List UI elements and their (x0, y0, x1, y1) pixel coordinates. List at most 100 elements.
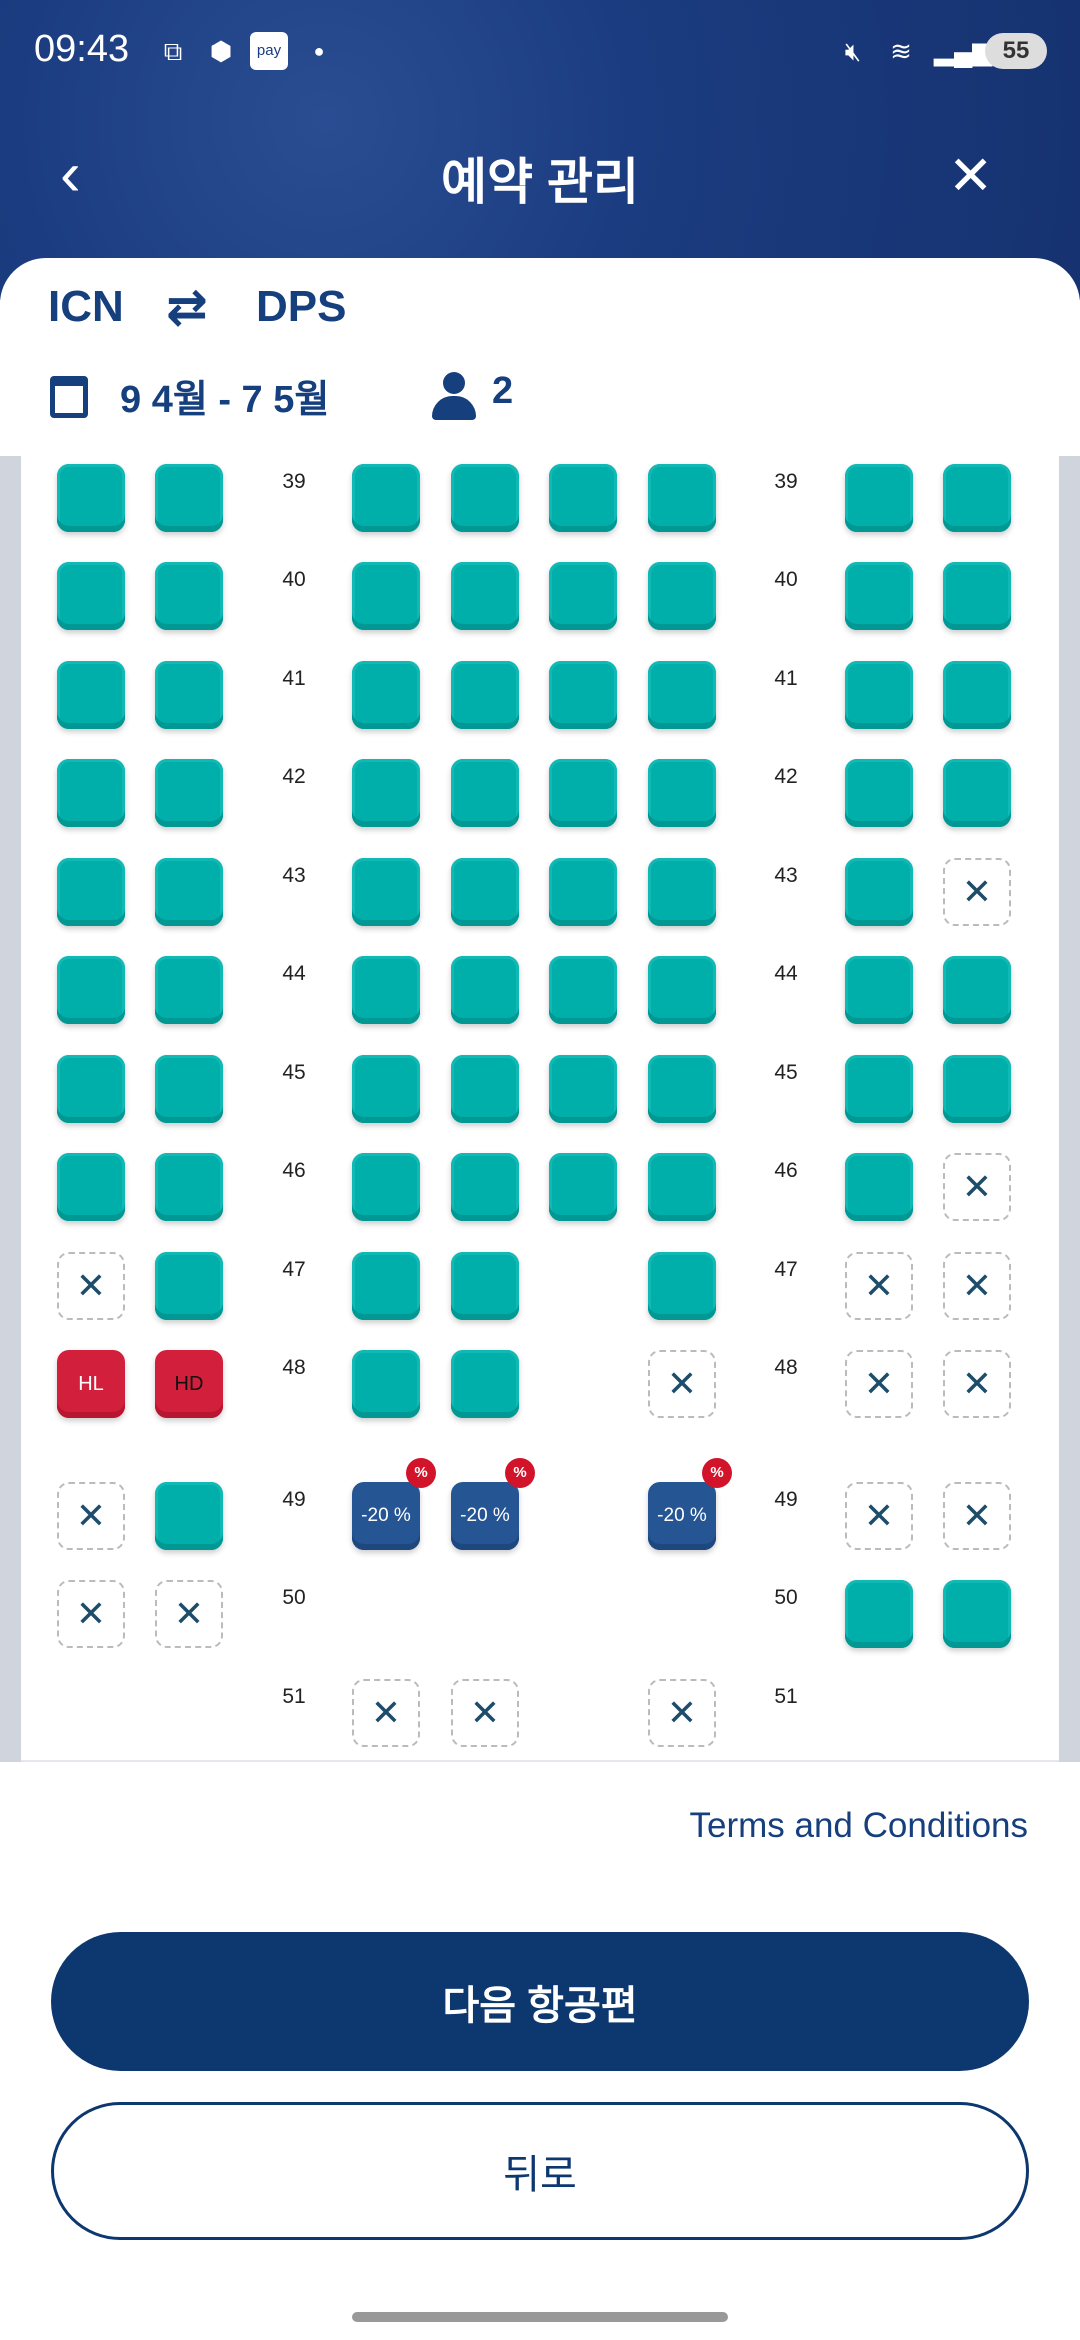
seat-available[interactable] (155, 464, 223, 532)
seat-available[interactable] (943, 464, 1011, 532)
row-label: 51 (282, 1685, 306, 1708)
seat-available[interactable] (648, 1252, 716, 1320)
seat-available[interactable] (648, 858, 716, 926)
seat-available[interactable] (943, 1580, 1011, 1648)
seat-available[interactable] (57, 1055, 125, 1123)
seat-available[interactable] (57, 661, 125, 729)
seat-available[interactable] (845, 562, 913, 630)
seat-available[interactable] (57, 562, 125, 630)
seat-available[interactable] (549, 858, 617, 926)
seat-available[interactable] (845, 661, 913, 729)
home-indicator[interactable] (352, 2312, 728, 2322)
seat-occupied: ✕ (943, 1252, 1011, 1320)
row-label: 40 (774, 568, 798, 591)
chevron-left-icon[interactable]: ‹ (60, 140, 81, 209)
row-label: 39 (774, 470, 798, 493)
seat-available[interactable] (155, 1252, 223, 1320)
seat-map-scroll[interactable]: 39 39 40 40 41 41 42 42 43 43 ✕ 44 44 45 45 46 46 ✕ 47 47 ✕ ✕… (0, 456, 1080, 1762)
seat-map: 39 39 40 40 41 41 42 42 43 43 ✕ 44 44 45 45 46 46 ✕ 47 47 ✕ ✕… (21, 456, 1059, 1762)
seat-available[interactable] (352, 464, 420, 532)
seat-available[interactable] (451, 562, 519, 630)
seat-available[interactable] (648, 956, 716, 1024)
seat-available[interactable] (352, 1153, 420, 1221)
seat-available[interactable] (155, 562, 223, 630)
trip-summary-card (0, 258, 1080, 458)
seat-available[interactable] (845, 858, 913, 926)
seat-available[interactable] (352, 1350, 420, 1418)
seat-available[interactable] (845, 464, 913, 532)
seat-available[interactable] (57, 956, 125, 1024)
seat-discount[interactable]: -20 %% (352, 1458, 436, 1550)
seat-available[interactable] (57, 759, 125, 827)
seat-available[interactable] (352, 661, 420, 729)
seat-available[interactable] (352, 1055, 420, 1123)
seat-available[interactable] (549, 562, 617, 630)
seat-available[interactable] (57, 1153, 125, 1221)
passenger-count: 2 (492, 370, 514, 412)
travel-dates: 9 4월 - 7 5월 (120, 379, 330, 421)
seat-available[interactable] (57, 464, 125, 532)
seat-available[interactable] (648, 759, 716, 827)
seat-available[interactable] (451, 661, 519, 729)
seat-available[interactable] (451, 1350, 519, 1418)
seat-available[interactable] (352, 1252, 420, 1320)
terms-link[interactable]: Terms and Conditions (689, 1806, 1029, 1845)
seat-available[interactable] (451, 759, 519, 827)
row-label: 48 (774, 1356, 798, 1379)
seat-discount[interactable]: -20 %% (451, 1458, 535, 1550)
destination-code: DPS (256, 282, 347, 331)
seat-available[interactable] (155, 1482, 223, 1550)
row-label: 42 (774, 765, 798, 788)
seat-available[interactable] (549, 1055, 617, 1123)
seat-available[interactable] (648, 1055, 716, 1123)
seat-available[interactable] (155, 661, 223, 729)
seat-available[interactable] (943, 1055, 1011, 1123)
seat-available[interactable] (451, 1252, 519, 1320)
seat-available[interactable] (845, 1153, 913, 1221)
seat-available[interactable] (549, 759, 617, 827)
seat-available[interactable] (155, 858, 223, 926)
close-icon[interactable]: ✕ (948, 146, 994, 206)
seat-available[interactable] (352, 858, 420, 926)
seat-occupied: ✕ (845, 1252, 913, 1320)
seat-available[interactable] (451, 1153, 519, 1221)
seat-available[interactable] (451, 956, 519, 1024)
seat-available[interactable] (549, 1153, 617, 1221)
seat-available[interactable] (155, 759, 223, 827)
seat-available[interactable] (352, 562, 420, 630)
seat-discount[interactable]: -20 %% (648, 1458, 732, 1550)
seat-hl[interactable]: HL (57, 1350, 125, 1418)
seat-available[interactable] (155, 1055, 223, 1123)
seat-available[interactable] (943, 661, 1011, 729)
next-flight-button[interactable]: 다음 항공편 (51, 1932, 1029, 2071)
seat-occupied: ✕ (943, 1350, 1011, 1418)
seat-available[interactable] (648, 1153, 716, 1221)
seat-available[interactable] (845, 1055, 913, 1123)
page-title: 예약 관리 (441, 154, 639, 210)
seat-hd[interactable]: HD (155, 1350, 223, 1418)
seat-available[interactable] (549, 956, 617, 1024)
seat-available[interactable] (549, 661, 617, 729)
seat-available[interactable] (845, 956, 913, 1024)
seat-available[interactable] (648, 464, 716, 532)
seat-available[interactable] (155, 1153, 223, 1221)
seat-available[interactable] (943, 956, 1011, 1024)
seat-available[interactable] (57, 858, 125, 926)
seat-available[interactable] (648, 661, 716, 729)
row-label: 51 (774, 1685, 798, 1708)
seat-available[interactable] (451, 464, 519, 532)
back-button[interactable]: 뒤로 (51, 2102, 1029, 2240)
seat-available[interactable] (352, 759, 420, 827)
seat-available[interactable] (845, 759, 913, 827)
seat-occupied: ✕ (943, 1482, 1011, 1550)
seat-occupied: ✕ (57, 1580, 125, 1648)
seat-available[interactable] (943, 759, 1011, 827)
seat-available[interactable] (845, 1580, 913, 1648)
seat-available[interactable] (549, 464, 617, 532)
seat-available[interactable] (155, 956, 223, 1024)
seat-available[interactable] (451, 1055, 519, 1123)
seat-available[interactable] (451, 858, 519, 926)
seat-available[interactable] (943, 562, 1011, 630)
seat-available[interactable] (648, 562, 716, 630)
seat-available[interactable] (352, 956, 420, 1024)
